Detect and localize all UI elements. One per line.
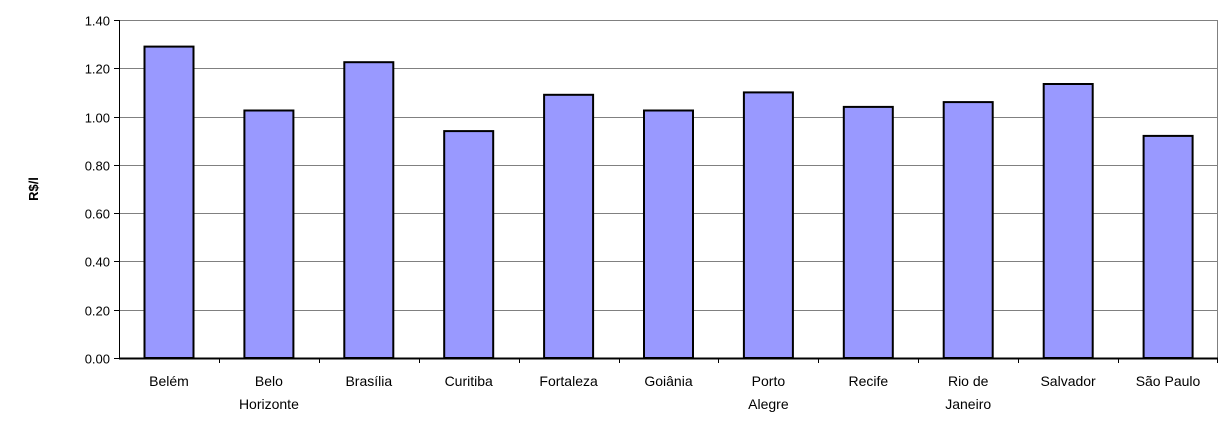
- y-tick-label: 0.20: [85, 304, 110, 319]
- bars: [143, 45, 1194, 360]
- x-tick-label: Salvador: [1040, 373, 1096, 389]
- y-tick-label: 1.00: [85, 111, 110, 126]
- y-tick-label: 1.20: [85, 62, 110, 77]
- bar: [243, 109, 295, 359]
- x-tick-label: Belém: [149, 373, 189, 389]
- y-tick-label: 0.00: [85, 352, 110, 367]
- x-tick-label: Alegre: [748, 396, 789, 412]
- tick-labels: 0.00 0.20 0.40 0.60 0.80 1.00 1.20 1.40 Belém Bel…: [85, 14, 1201, 413]
- bar: [842, 105, 894, 360]
- bar: [443, 130, 495, 359]
- x-tick-label: Belo: [255, 373, 283, 389]
- x-tick-label: Recife: [848, 373, 888, 389]
- bar: [343, 61, 395, 359]
- y-axis-label: R$/l: [26, 177, 41, 201]
- x-tick-label: Fortaleza: [539, 373, 598, 389]
- x-tick-label: Rio de: [948, 373, 989, 389]
- x-tick-label: Brasília: [345, 373, 392, 389]
- bar: [643, 109, 694, 359]
- bar: [942, 101, 994, 359]
- x-tick-label: Janeiro: [945, 396, 991, 412]
- axes: [114, 20, 1218, 363]
- y-tick-label: 0.80: [85, 159, 110, 174]
- y-tick-label: 0.60: [85, 207, 110, 222]
- bar: [1142, 134, 1194, 359]
- x-tick-label: Horizonte: [239, 396, 299, 412]
- bar: [543, 93, 595, 360]
- y-tick-label: 0.40: [85, 255, 110, 270]
- x-tick-label: Curitiba: [445, 373, 493, 389]
- bar: [742, 91, 794, 360]
- x-tick-label: Porto: [752, 373, 786, 389]
- bar: [143, 45, 195, 359]
- x-tick-label: Goiânia: [644, 373, 692, 389]
- x-tick-label: São Paulo: [1136, 373, 1201, 389]
- bar: [1042, 83, 1094, 359]
- y-tick-label: 1.40: [85, 14, 110, 29]
